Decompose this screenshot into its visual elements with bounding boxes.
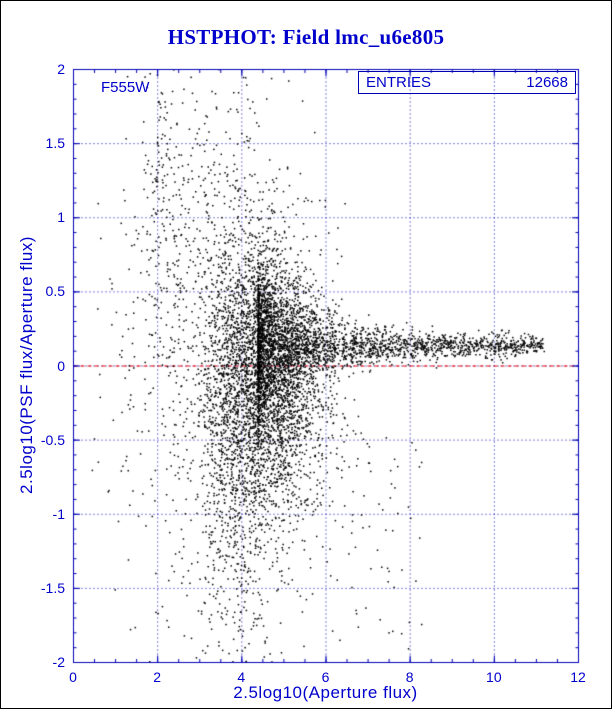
x-axis-label: 2.5log10(Aperture flux) <box>233 683 418 702</box>
y-tick-label: 0 <box>57 357 65 374</box>
x-tick-label: 6 <box>321 669 330 685</box>
entries-legend-box: ENTRIES 12668 <box>358 71 576 94</box>
y-tick-label: 0.5 <box>45 283 65 300</box>
y-tick-label: -1.5 <box>40 579 65 596</box>
y-tick-label: 1.5 <box>45 135 65 152</box>
x-tick-label: 4 <box>237 669 246 685</box>
filter-label: F555W <box>101 79 150 96</box>
x-tick-label: 2 <box>153 669 162 685</box>
y-tick-label: -1 <box>52 505 65 522</box>
x-tick-label: 0 <box>69 669 77 685</box>
y-tick-label: -2 <box>52 654 65 670</box>
x-tick-label: 8 <box>405 669 414 685</box>
entries-label: ENTRIES <box>366 74 432 91</box>
y-tick-label: 2 <box>57 61 65 77</box>
x-tick-label: 12 <box>570 669 586 685</box>
y-tick-label: -0.5 <box>40 431 65 448</box>
y-tick-label: 1 <box>57 209 65 226</box>
y-axis-label: 2.5log10(PSF flux/Aperture flux) <box>17 236 36 494</box>
entries-value: 12668 <box>526 74 568 91</box>
x-tick-label: 10 <box>486 669 502 685</box>
page-title: HSTPHOT: Field lmc_u6e805 <box>167 25 445 49</box>
